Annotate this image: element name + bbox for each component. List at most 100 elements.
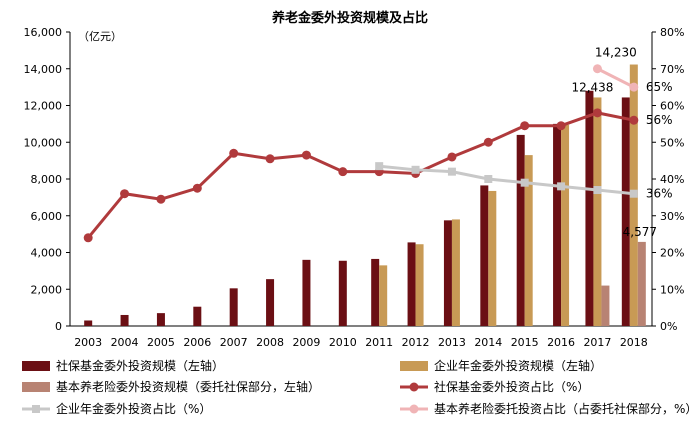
x-tick-label: 2013: [438, 336, 466, 349]
data-label: 12,438: [571, 80, 613, 94]
line-point-series-1: [593, 186, 602, 195]
line-point-series-0: [192, 183, 202, 193]
left-tick-label: 14,000: [24, 63, 63, 76]
line-point-series-0: [556, 121, 566, 131]
line-point-series-0: [592, 108, 602, 118]
legend-swatch: [22, 382, 50, 392]
left-tick-label: 6,000: [31, 210, 63, 223]
legend-swatch: [400, 361, 428, 371]
left-tick-label: 10,000: [24, 136, 63, 149]
legend-label: 企业年金委外投资占比（%）: [56, 401, 211, 416]
legend-label: 基本养老险委托投资占比（占委托社保部分，%）: [434, 401, 697, 416]
x-tick-label: 2009: [292, 336, 320, 349]
bar-series-1-2013: [451, 219, 460, 326]
line-point-series-0: [120, 189, 130, 199]
bar-series-0-2007: [229, 288, 238, 326]
bar-series-0-2012: [407, 242, 416, 326]
left-tick-label: 0: [55, 320, 62, 333]
left-tick-label: 8,000: [31, 173, 63, 186]
data-label: 56%: [646, 113, 673, 127]
left-tick-label: 4,000: [31, 247, 63, 260]
right-tick-label: 30%: [660, 210, 684, 223]
left-tick-label: 2,000: [31, 283, 63, 296]
bar-series-0-2009: [302, 259, 311, 326]
line-point-series-0: [520, 121, 530, 131]
legend-item: 社保基金委外投资占比（%）: [400, 379, 589, 394]
x-tick-label: 2011: [365, 336, 393, 349]
bar-series-0-2004: [120, 314, 129, 326]
x-tick-label: 2005: [147, 336, 175, 349]
bar-series-2-2018: [637, 241, 646, 326]
x-tick-label: 2007: [220, 336, 248, 349]
bar-series-0-2005: [156, 313, 165, 326]
x-tick-label: 2017: [583, 336, 611, 349]
line-point-series-0: [301, 150, 311, 160]
data-label: 36%: [646, 187, 673, 201]
line-point-series-2: [592, 64, 602, 74]
legend-item: 企业年金委外投资规模（左轴）: [400, 358, 602, 373]
x-tick-label: 2012: [402, 336, 430, 349]
legend-item: 企业年金委外投资占比（%）: [22, 401, 211, 416]
line-point-series-1: [447, 167, 456, 176]
right-tick-label: 20%: [660, 247, 684, 260]
data-label: 4,577: [623, 225, 657, 239]
legend-label: 企业年金委外投资规模（左轴）: [434, 358, 602, 373]
legend-label: 社保基金委外投资规模（左轴）: [56, 358, 224, 373]
legend-label: 基本养老险委外投资规模（委托社保部分，左轴）: [56, 379, 320, 394]
bar-series-0-2016: [553, 123, 562, 326]
bar-series-0-2006: [193, 306, 202, 326]
bar-series-0-2011: [371, 258, 380, 326]
bar-series-0-2014: [480, 185, 489, 326]
line-point-series-1: [484, 175, 493, 183]
legend-item: 社保基金委外投资规模（左轴）: [22, 358, 224, 373]
line-point-series-0: [483, 137, 493, 147]
data-label: 14,230: [595, 46, 637, 60]
line-point-series-0: [156, 194, 166, 204]
bar-series-1-2011: [379, 265, 388, 326]
left-axis-unit-label: （亿元）: [78, 30, 122, 43]
x-tick-label: 2004: [111, 336, 139, 349]
right-tick-label: 0%: [660, 320, 677, 333]
legend-label: 社保基金委外投资占比（%）: [434, 379, 589, 394]
x-tick-label: 2018: [620, 336, 648, 349]
left-tick-label: 16,000: [24, 26, 63, 39]
bar-series-0-2013: [443, 220, 452, 326]
bar-series-1-2017: [593, 97, 602, 326]
bar-series-0-2018: [621, 97, 630, 326]
x-tick-label: 2016: [547, 336, 575, 349]
right-tick-label: 10%: [660, 283, 684, 296]
data-label: 65%: [646, 80, 673, 94]
line-point-series-1: [629, 189, 638, 198]
bar-series-0-2003: [84, 320, 93, 326]
x-tick-label: 2006: [183, 336, 211, 349]
line-point-series-0: [338, 167, 348, 177]
line-point-series-1: [557, 182, 566, 191]
bar-series-0-2015: [516, 134, 525, 326]
x-tick-label: 2003: [74, 336, 102, 349]
bar-series-0-2017: [585, 90, 594, 326]
legend-item: 基本养老险委外投资规模（委托社保部分，左轴）: [22, 379, 320, 394]
bar-series-2-2017: [601, 285, 610, 326]
line-point-series-0: [229, 148, 239, 158]
line-point-series-0: [447, 152, 457, 162]
line-series-1: [379, 164, 634, 196]
line-point-series-1: [375, 162, 384, 171]
bar-series-1-2014: [488, 190, 497, 326]
x-tick-label: 2010: [329, 336, 357, 349]
legend-swatch-marker: [409, 382, 419, 392]
right-tick-label: 60%: [660, 100, 684, 113]
bar-series-1-2015: [524, 155, 533, 326]
x-tick-label: 2008: [256, 336, 284, 349]
right-tick-label: 50%: [660, 136, 684, 149]
bar-series-1-2016: [561, 124, 570, 326]
line-point-series-1: [520, 178, 529, 187]
line-point-series-0: [629, 115, 639, 125]
line-point-series-2: [629, 82, 639, 92]
right-tick-label: 80%: [660, 26, 684, 39]
bar-series-0-2010: [338, 260, 347, 326]
line-point-series-1: [411, 165, 420, 174]
line-point-series-0: [83, 233, 93, 243]
bar-series-0-2008: [266, 279, 275, 326]
